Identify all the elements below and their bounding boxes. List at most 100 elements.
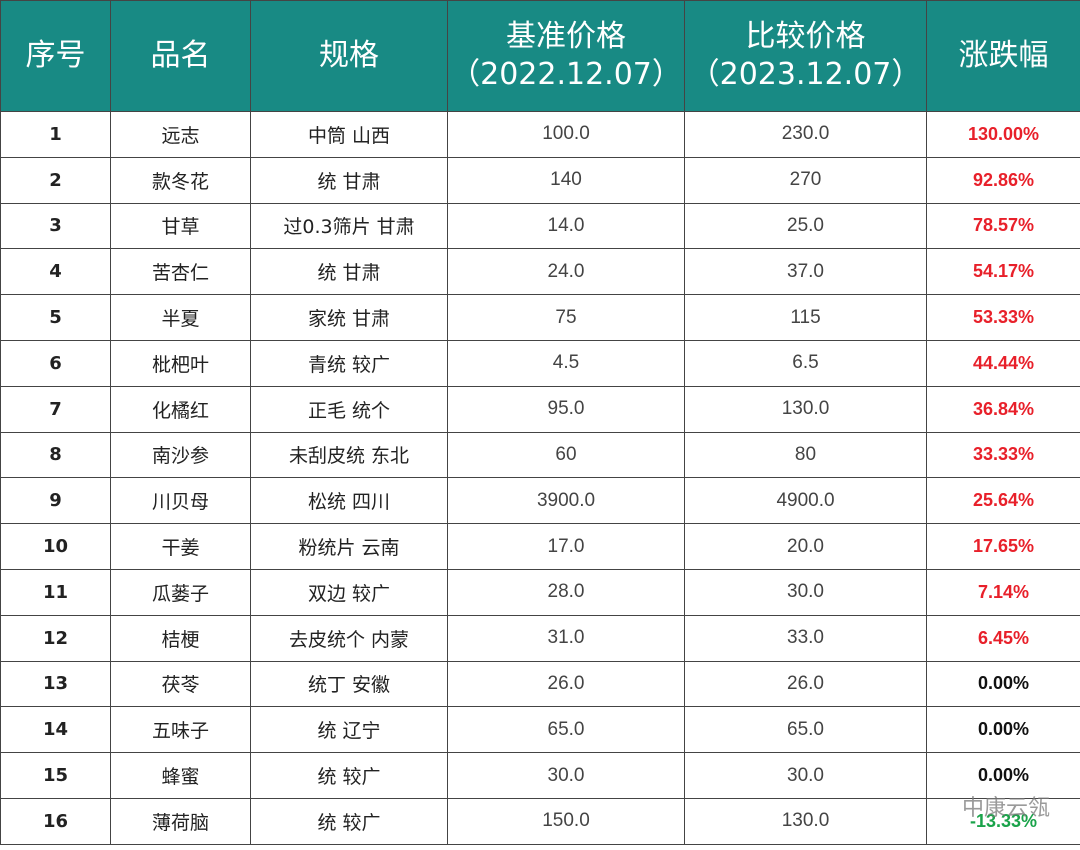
header-line: 规格 [319,38,379,73]
compare-price: 115 [684,294,927,341]
compare-price: 20.0 [684,523,927,570]
column-header: 涨跌幅 [926,0,1080,112]
header-line: 序号 [25,38,86,73]
base-price: 17.0 [447,523,685,570]
row-number: 16 [0,797,111,845]
specification: 家统 甘肃 [250,294,448,341]
change-percent: 53.33% [926,294,1080,341]
base-price: 4.5 [447,339,685,387]
specification: 过0.3筛片 甘肃 [250,202,448,250]
specification: 未刮皮统 东北 [250,431,448,479]
table-row: 6 枇杷叶 青统 较广 4.5 6.5 44.44% [0,339,1080,387]
change-percent: -13.33% [926,797,1080,845]
table-row: 3 甘草 过0.3筛片 甘肃 14.0 25.0 78.57% [0,202,1080,250]
specification: 去皮统个 内蒙 [250,614,448,662]
header-row: 序号 品名 规格 基准价格 （2022.12.07） 比较价格 （2023.12.07） 涨跌… [0,0,1080,112]
compare-price: 37.0 [684,248,927,296]
row-number: 15 [0,752,111,799]
row-number: 5 [0,294,111,341]
change-percent: 7.14% [926,568,1080,616]
column-header: 基准价格 （2022.12.07） [447,0,685,112]
base-price: 14.0 [447,202,685,250]
specification: 统 较广 [250,797,448,845]
row-number: 7 [0,385,111,433]
specification: 正毛 统个 [250,385,448,433]
base-price: 3900.0 [447,477,685,525]
row-number: 11 [0,568,111,616]
watermark: 中康云瓴 [961,796,1050,821]
compare-price: 30.0 [684,568,927,616]
product-name: 桔梗 [110,614,251,662]
base-price: 95.0 [447,385,685,433]
table-row: 7 化橘红 正毛 统个 95.0 130.0 36.84% [0,385,1080,433]
header-line: 品名 [150,38,211,73]
base-price: 60 [447,431,685,479]
product-name: 苦杏仁 [110,248,251,296]
change-percent: 92.86% [926,156,1080,204]
product-name: 南沙参 [110,431,251,479]
header-line: （2023.12.07） [689,57,922,92]
specification: 统丁 安徽 [250,660,448,708]
table-row: 11 瓜蒌子 双边 较广 28.0 30.0 7.14% [0,568,1080,616]
row-number: 13 [0,660,111,708]
table-row: 16 薄荷脑统 较广 150.0 130.0 -13.33% [0,797,1080,845]
header-line: （2022.12.07） [450,57,682,92]
specification: 统 甘肃 [250,156,448,204]
product-name: 五味子 [110,706,251,754]
compare-price: 4900.0 [684,477,927,525]
specification: 统 辽宁 [250,706,448,754]
row-number: 3 [0,202,111,250]
table-body: 1 远志 中筒 山西 100.0 230.0 130.00% 2 款冬花统 甘肃 140 270 9… [0,111,1080,845]
product-name: 枇杷叶 [110,339,251,387]
header-line: 涨跌幅 [958,38,1049,73]
column-header: 品名 [110,0,251,112]
product-name: 化橘红 [110,385,251,433]
compare-price: 33.0 [684,614,927,662]
specification: 统 甘肃 [250,248,448,296]
specification: 双边 较广 [250,568,448,616]
base-price: 28.0 [447,568,685,616]
row-number: 9 [0,477,111,525]
specification: 粉统片 云南 [250,523,448,570]
base-price: 75 [447,294,685,341]
change-percent: 36.84% [926,385,1080,433]
base-price: 30.0 [447,752,685,799]
table-row: 5 半夏 家统 甘肃 75 115 53.33% [0,294,1080,341]
table-row: 12 桔梗 去皮统个 内蒙 31.0 33.0 6.45% [0,614,1080,662]
change-percent: 0.00% [926,706,1080,754]
column-header: 规格 [250,0,448,112]
change-percent: 25.64% [926,477,1080,525]
product-name: 远志 [110,111,251,158]
change-percent: 44.44% [926,339,1080,387]
table-row: 14 五味子统 辽宁 65.0 65.0 0.00% [0,706,1080,754]
compare-price: 270 [684,156,927,204]
base-price: 31.0 [447,614,685,662]
change-percent: 33.33% [926,431,1080,479]
header-line: 比较价格 [745,19,866,54]
product-name: 瓜蒌子 [110,568,251,616]
row-number: 8 [0,431,111,479]
header-line: 基准价格 [506,19,626,54]
change-percent: 0.00% [926,660,1080,708]
row-number: 10 [0,523,111,570]
column-header: 序号 [0,0,111,112]
product-name: 茯苓 [110,660,251,708]
change-percent: 54.17% [926,248,1080,296]
product-name: 薄荷脑 [110,797,251,845]
product-name: 半夏 [110,294,251,341]
base-price: 140 [447,156,685,204]
specification: 统 较广 [250,752,448,799]
row-number: 14 [0,706,111,754]
row-number: 4 [0,248,111,296]
compare-price: 65.0 [684,706,927,754]
compare-price: 80 [684,431,927,479]
specification: 松统 四川 [250,477,448,525]
compare-price: 230.0 [684,111,927,158]
change-percent: 0.00% [926,752,1080,799]
row-number: 2 [0,156,111,204]
compare-price: 6.5 [684,339,927,387]
compare-price: 130.0 [684,385,927,433]
product-name: 川贝母 [110,477,251,525]
